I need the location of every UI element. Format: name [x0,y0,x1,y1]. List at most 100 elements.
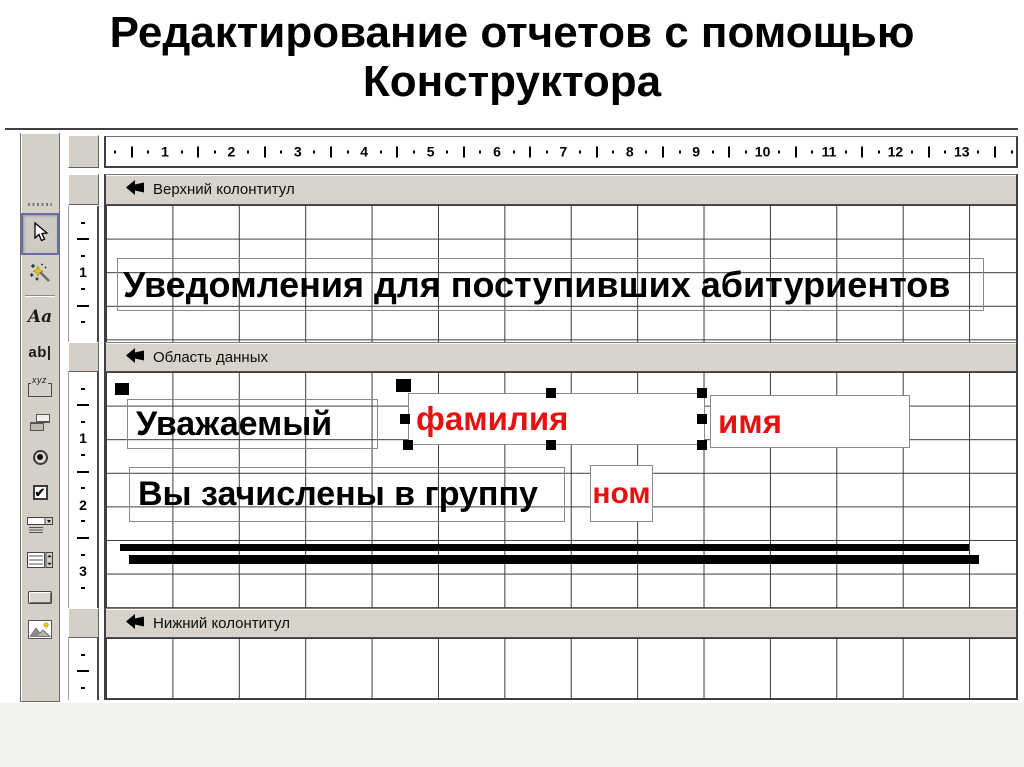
listbox-tool[interactable] [22,547,58,577]
ruler-tick [147,150,150,153]
resize-handle-top-right[interactable] [697,388,707,398]
section-bar-label: Область данных [153,348,268,366]
ruler-tick [745,150,747,153]
command-button-icon [28,590,52,604]
ruler-tick [612,150,615,153]
option-group-tool[interactable]: xyz [22,372,58,402]
ruler-number: 9 [692,143,701,160]
section-selector-footer[interactable] [68,608,99,638]
greeting-label[interactable]: Уважаемый [127,399,378,449]
ruler-tick [512,150,515,153]
ruler-tick [81,553,85,556]
resize-handle-top-middle[interactable] [546,388,556,398]
ruler-tick [645,150,648,153]
ruler-tick [794,146,797,157]
resize-handle-bottom-middle[interactable] [546,440,556,450]
page-title: Редактирование отчетов с помощью Констру… [109,8,915,107]
ruler-tick [346,150,349,153]
ruler-tick [728,146,731,157]
ruler-tick [81,454,85,456]
ruler-tick [379,150,382,153]
ruler-tick [81,686,85,689]
ruler-tick [396,146,399,157]
ruler-tick [446,150,449,153]
ruler-tick [1010,150,1013,153]
toolbox-panel: Aa ab| xyz ✔ [20,133,60,702]
resize-handle-middle-left[interactable] [400,414,410,424]
resize-handle-bottom-left[interactable] [403,440,413,450]
toolbox-separator [25,295,55,297]
option-button-tool[interactable] [22,442,58,472]
toolbox-grip-handle[interactable] [28,203,52,206]
ruler-tick [77,304,89,307]
pointer-icon [31,221,49,247]
ruler-tick [81,254,85,257]
vertical-ruler-header[interactable]: 1 [68,206,99,342]
section-canvas-page-footer[interactable] [104,638,1018,700]
ruler-tick [213,150,216,153]
ruler-corner-box[interactable] [68,135,99,168]
magic-wand-icon [28,261,52,290]
command-button-tool[interactable] [22,582,58,612]
ruler-tick [861,146,864,157]
move-handle-greeting-label[interactable] [115,383,129,395]
checkbox-tool[interactable]: ✔ [22,477,58,507]
section-bar-label: Нижний колонтитул [153,614,290,632]
ruler-tick [994,146,996,157]
designer-window-top-border [5,128,1018,130]
combobox-icon [27,516,53,538]
ruler-tick [877,150,880,153]
section-bar-page-footer[interactable]: Нижний колонтитул [104,608,1018,638]
section-bar-detail[interactable]: Область данных [104,342,1018,372]
ruler-number: 3 [79,563,87,580]
ruler-tick [911,150,913,153]
ruler-tick [81,586,85,589]
ruler-tick [77,537,89,539]
vertical-ruler-footer[interactable] [68,638,99,700]
ruler-tick [81,420,85,423]
ruler-number: 1 [79,430,87,447]
image-tool[interactable] [22,617,58,647]
control-wizard-tool[interactable] [22,260,58,290]
ruler-tick [247,150,249,153]
section-canvas-page-header[interactable] [104,205,1018,342]
horizontal-ruler[interactable]: 1 2 3 4 5 6 7 8 9 10 11 12 13 [104,136,1018,168]
window-bottom-area [0,703,1024,767]
ruler-tick [977,150,980,153]
toggle-button-tool[interactable] [22,407,58,437]
ruler-number: 4 [360,143,369,160]
horizontal-line-control-shadow[interactable] [129,555,979,564]
ruler-tick [280,150,283,153]
ruler-tick [81,387,85,390]
textbox-tool[interactable]: ab| [22,337,58,367]
resize-handle-bottom-right[interactable] [697,440,707,450]
firstname-textbox[interactable]: имя [710,395,910,448]
ruler-tick [529,146,532,157]
report-heading-label[interactable]: Уведомления для поступивших абитуриентов [117,258,984,311]
surname-textbox[interactable]: фамилия [408,393,705,445]
horizontal-line-control[interactable] [120,544,969,551]
combobox-tool[interactable] [22,512,58,542]
group-number-textbox[interactable]: ном [590,465,653,522]
section-bar-page-header[interactable]: Верхний колонтитул [104,174,1018,205]
section-selector-header[interactable] [68,174,99,205]
label-tool[interactable]: Aa [22,302,58,332]
section-selector-detail[interactable] [68,342,99,372]
section-select-arrow-icon [126,347,144,367]
resize-handle-middle-right[interactable] [697,414,707,424]
ruler-number: 10 [754,143,771,160]
vertical-ruler-detail[interactable]: 1 2 3 [68,372,99,608]
ruler-tick [413,150,415,153]
move-handle-surname-textbox[interactable] [396,379,411,392]
select-pointer-tool[interactable] [21,213,59,255]
ruler-tick [313,150,316,153]
ruler-tick [77,238,89,241]
ruler-tick [662,146,664,157]
ruler-tick [81,221,85,224]
ruler-number: 3 [293,143,302,160]
group-label[interactable]: Вы зачислены в группу [129,467,565,522]
ruler-tick [711,150,714,153]
ruler-tick [77,670,89,673]
ruler-number: 12 [887,143,904,160]
